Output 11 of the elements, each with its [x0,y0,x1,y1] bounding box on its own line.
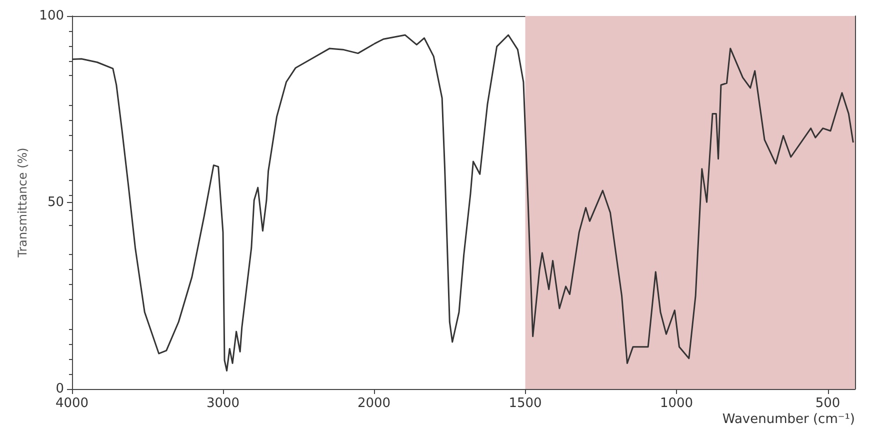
y-tick-label: 100 [39,8,64,24]
x-tick-label: 500 [816,396,840,411]
y-tick-label: 0 [56,382,64,396]
x-tick-label: 2000 [357,396,391,411]
x-tick-label: 1500 [509,396,542,411]
x-tick-label: 3000 [206,396,240,411]
x-tick-label: 4000 [55,396,89,411]
y-tick-label: 50 [47,195,64,210]
y-axis-title: Transmittance (%) [15,148,30,258]
x-tick-label: 1000 [660,396,694,411]
x-axis-title: Wavenumber (cm⁻¹) [722,412,856,427]
